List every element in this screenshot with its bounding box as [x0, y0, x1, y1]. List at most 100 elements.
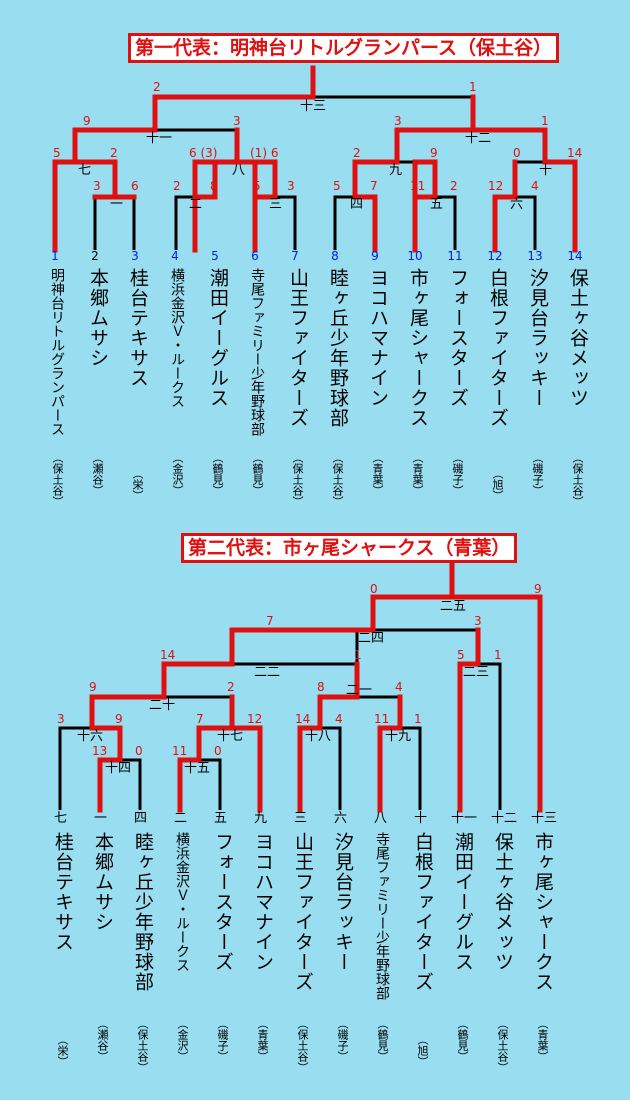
team-name: 汐見台ラッキー — [527, 268, 549, 408]
score-label: 1 — [494, 648, 502, 662]
score-label: 7 — [370, 179, 378, 193]
bracket2-title: 第二代表：市ヶ尾シャークス（青葉） — [181, 533, 518, 563]
team-match-mark: 二 — [174, 811, 188, 826]
team-match-mark: 十二 — [491, 811, 518, 826]
match-label: 一 — [110, 197, 124, 212]
match-label: 四 — [350, 197, 364, 212]
bracket1-title: 第一代表：明神台リトルグランパース（保土谷） — [128, 33, 560, 63]
team-number: 9 — [371, 249, 379, 263]
team-number: 13 — [527, 249, 543, 263]
score-label: 4 — [335, 712, 343, 726]
team-location: （保土谷） — [331, 452, 344, 507]
team-location: （磯子） — [336, 1018, 349, 1062]
match-label: 七 — [78, 163, 92, 178]
match-label: 十八 — [305, 729, 332, 744]
match-label: 十六 — [77, 729, 104, 744]
match-label: 三 — [269, 197, 283, 212]
score-label: 14 — [295, 712, 311, 726]
team-location: （保土谷） — [291, 452, 304, 507]
team-number: 10 — [407, 249, 423, 263]
score-label: 9 — [430, 146, 438, 160]
score-label: 6 — [131, 179, 139, 193]
team-location: （保土谷） — [51, 452, 64, 507]
team-name: 山王ファイターズ — [292, 832, 314, 992]
score-label: 9 — [115, 712, 123, 726]
score-label: 12 — [247, 712, 263, 726]
team-location: （磯子） — [531, 452, 544, 496]
team-location: （鶴見） — [456, 1018, 469, 1062]
team-location: （青葉） — [411, 452, 424, 496]
team-name: 保土ヶ谷メッツ — [567, 268, 589, 408]
score-label: 8 — [317, 680, 325, 694]
team-name: 明神台リトルグランパース — [49, 268, 65, 436]
match-label: 十五 — [184, 761, 211, 776]
team-location: （栄） — [131, 468, 144, 501]
score-label: 0 — [513, 146, 521, 160]
team-location: （金沢） — [176, 1018, 189, 1062]
score-label: 0 — [214, 744, 222, 758]
team-location: （保土谷） — [296, 1018, 309, 1073]
team-number: 6 — [251, 249, 259, 263]
team-location: （青葉） — [256, 1018, 269, 1062]
score-label: 3 — [474, 614, 482, 628]
team-number: 5 — [211, 249, 219, 263]
team-name: 横浜金沢Ｖ・ルークス — [174, 832, 190, 972]
team-number: 1 — [51, 249, 59, 263]
score-label: 0 — [135, 744, 143, 758]
score-label: 2 — [173, 179, 181, 193]
team-location: （旭） — [416, 1034, 429, 1067]
score-label: 9 — [89, 680, 97, 694]
team-location: （保土谷） — [496, 1018, 509, 1073]
score-label: 14 — [160, 648, 176, 662]
team-number: 12 — [487, 249, 503, 263]
team-match-mark: 十 — [414, 811, 428, 826]
score-label: 6 (3) — [189, 146, 218, 160]
score-label: 3 — [57, 712, 65, 726]
team-location: （青葉） — [536, 1018, 549, 1062]
score-label: 3 — [394, 114, 402, 128]
team-name: 潮田イーグルス — [207, 268, 229, 408]
team-name: 睦ヶ丘少年野球部 — [327, 268, 349, 428]
score-label: 9 — [83, 114, 91, 128]
team-name: 保土ヶ谷メッツ — [492, 832, 514, 972]
match-label: 二五 — [440, 599, 467, 614]
team-name: フォースターズ — [447, 268, 469, 408]
team-name: 寺尾ファミリー少年野球部 — [374, 832, 390, 1000]
match-label: 六 — [510, 197, 524, 212]
team-match-mark: 四 — [134, 811, 148, 826]
match-label: 十四 — [105, 761, 132, 776]
match-label: 十三 — [300, 99, 327, 114]
team-name: 白根ファイターズ — [412, 832, 434, 992]
score-label: 2 — [450, 179, 458, 193]
team-name: 本郷ムサシ — [87, 268, 109, 368]
team-number: 8 — [331, 249, 339, 263]
score-label: 13 — [92, 744, 108, 758]
team-match-mark: 一 — [94, 811, 108, 826]
team-location: （保土谷） — [571, 452, 584, 507]
team-location: （金沢） — [171, 452, 184, 496]
score-label: 9 — [534, 582, 542, 596]
score-label: 1 — [414, 712, 422, 726]
team-location: （瀬谷） — [96, 1018, 109, 1062]
score-label: 4 — [531, 179, 539, 193]
match-label: 五 — [430, 197, 444, 212]
team-location: （鶴見） — [211, 452, 224, 496]
score-label: 2 — [110, 146, 118, 160]
score-label: 2 — [353, 146, 361, 160]
score-label: 5 — [253, 179, 261, 193]
match-label: 十九 — [385, 729, 412, 744]
match-label: 十七 — [217, 729, 244, 744]
score-label: 0 — [370, 582, 378, 596]
score-label: 5 — [333, 179, 341, 193]
match-label: 二二 — [254, 665, 281, 680]
team-location: （鶴見） — [376, 1018, 389, 1062]
score-label: 7 — [266, 614, 274, 628]
team-name: ヨコハマナイン — [367, 268, 389, 408]
team-match-mark: 七 — [54, 811, 68, 826]
team-number: 14 — [567, 249, 583, 263]
team-name: 寺尾ファミリー少年野球部 — [249, 268, 265, 436]
score-label: 2 — [227, 680, 235, 694]
team-name: 本郷ムサシ — [92, 832, 114, 932]
match-label: 二三 — [463, 665, 490, 680]
